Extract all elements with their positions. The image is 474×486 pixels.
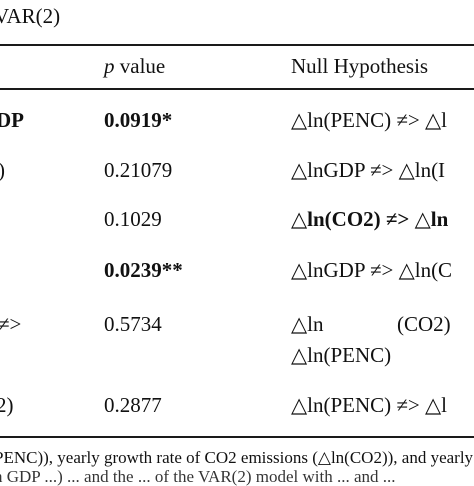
table-bottom-rule	[0, 436, 474, 438]
row-2-pvalue: 0.21079	[104, 158, 173, 182]
row-5-hypothesis-part1: △ln	[291, 312, 324, 336]
header-value-text: value	[114, 54, 166, 78]
row-6-hypothesis: △ln(PENC) ≠> △l	[291, 393, 448, 417]
footnote-line-2: n GDP ...) ... and the ... of the VAR(2)…	[0, 467, 396, 486]
row-2-hypothesis: △lnGDP ≠> △ln(I	[291, 158, 446, 182]
row-1-hypothesis: △ln(PENC) ≠> △l	[291, 108, 448, 132]
row-5-pvalue: 0.5734	[104, 312, 162, 336]
table-top-rule	[0, 44, 474, 46]
row-5-label: ≠>	[0, 312, 22, 336]
row-2-label: )	[0, 160, 5, 181]
header-pvalue: p value	[104, 56, 165, 77]
row-4-hypothesis: △lnGDP ≠> △ln(C	[291, 258, 453, 282]
row-5-hypothesis-line2: △ln(PENC)	[291, 343, 392, 367]
row-3-pvalue: 0.1029	[104, 207, 162, 231]
row-3-hypothesis: △ln(CO2) ≠> △ln	[291, 207, 449, 231]
row-1-label: DP	[0, 108, 24, 132]
table-caption: VAR(2)	[0, 4, 61, 28]
header-null-hypothesis: Null Hypothesis	[291, 54, 429, 78]
row-6-pvalue: 0.2877	[104, 393, 162, 417]
header-p-italic: p	[104, 54, 115, 78]
table-header-rule	[0, 88, 474, 90]
footnote-line-1: PENC)), yearly growth rate of CO2 emissi…	[0, 448, 474, 467]
row-6-label: 2)	[0, 393, 14, 417]
row-5-hypothesis-part2: (CO2)	[397, 312, 451, 336]
row-1-pvalue: 0.0919*	[104, 108, 173, 132]
row-4-pvalue: 0.0239**	[104, 258, 183, 282]
